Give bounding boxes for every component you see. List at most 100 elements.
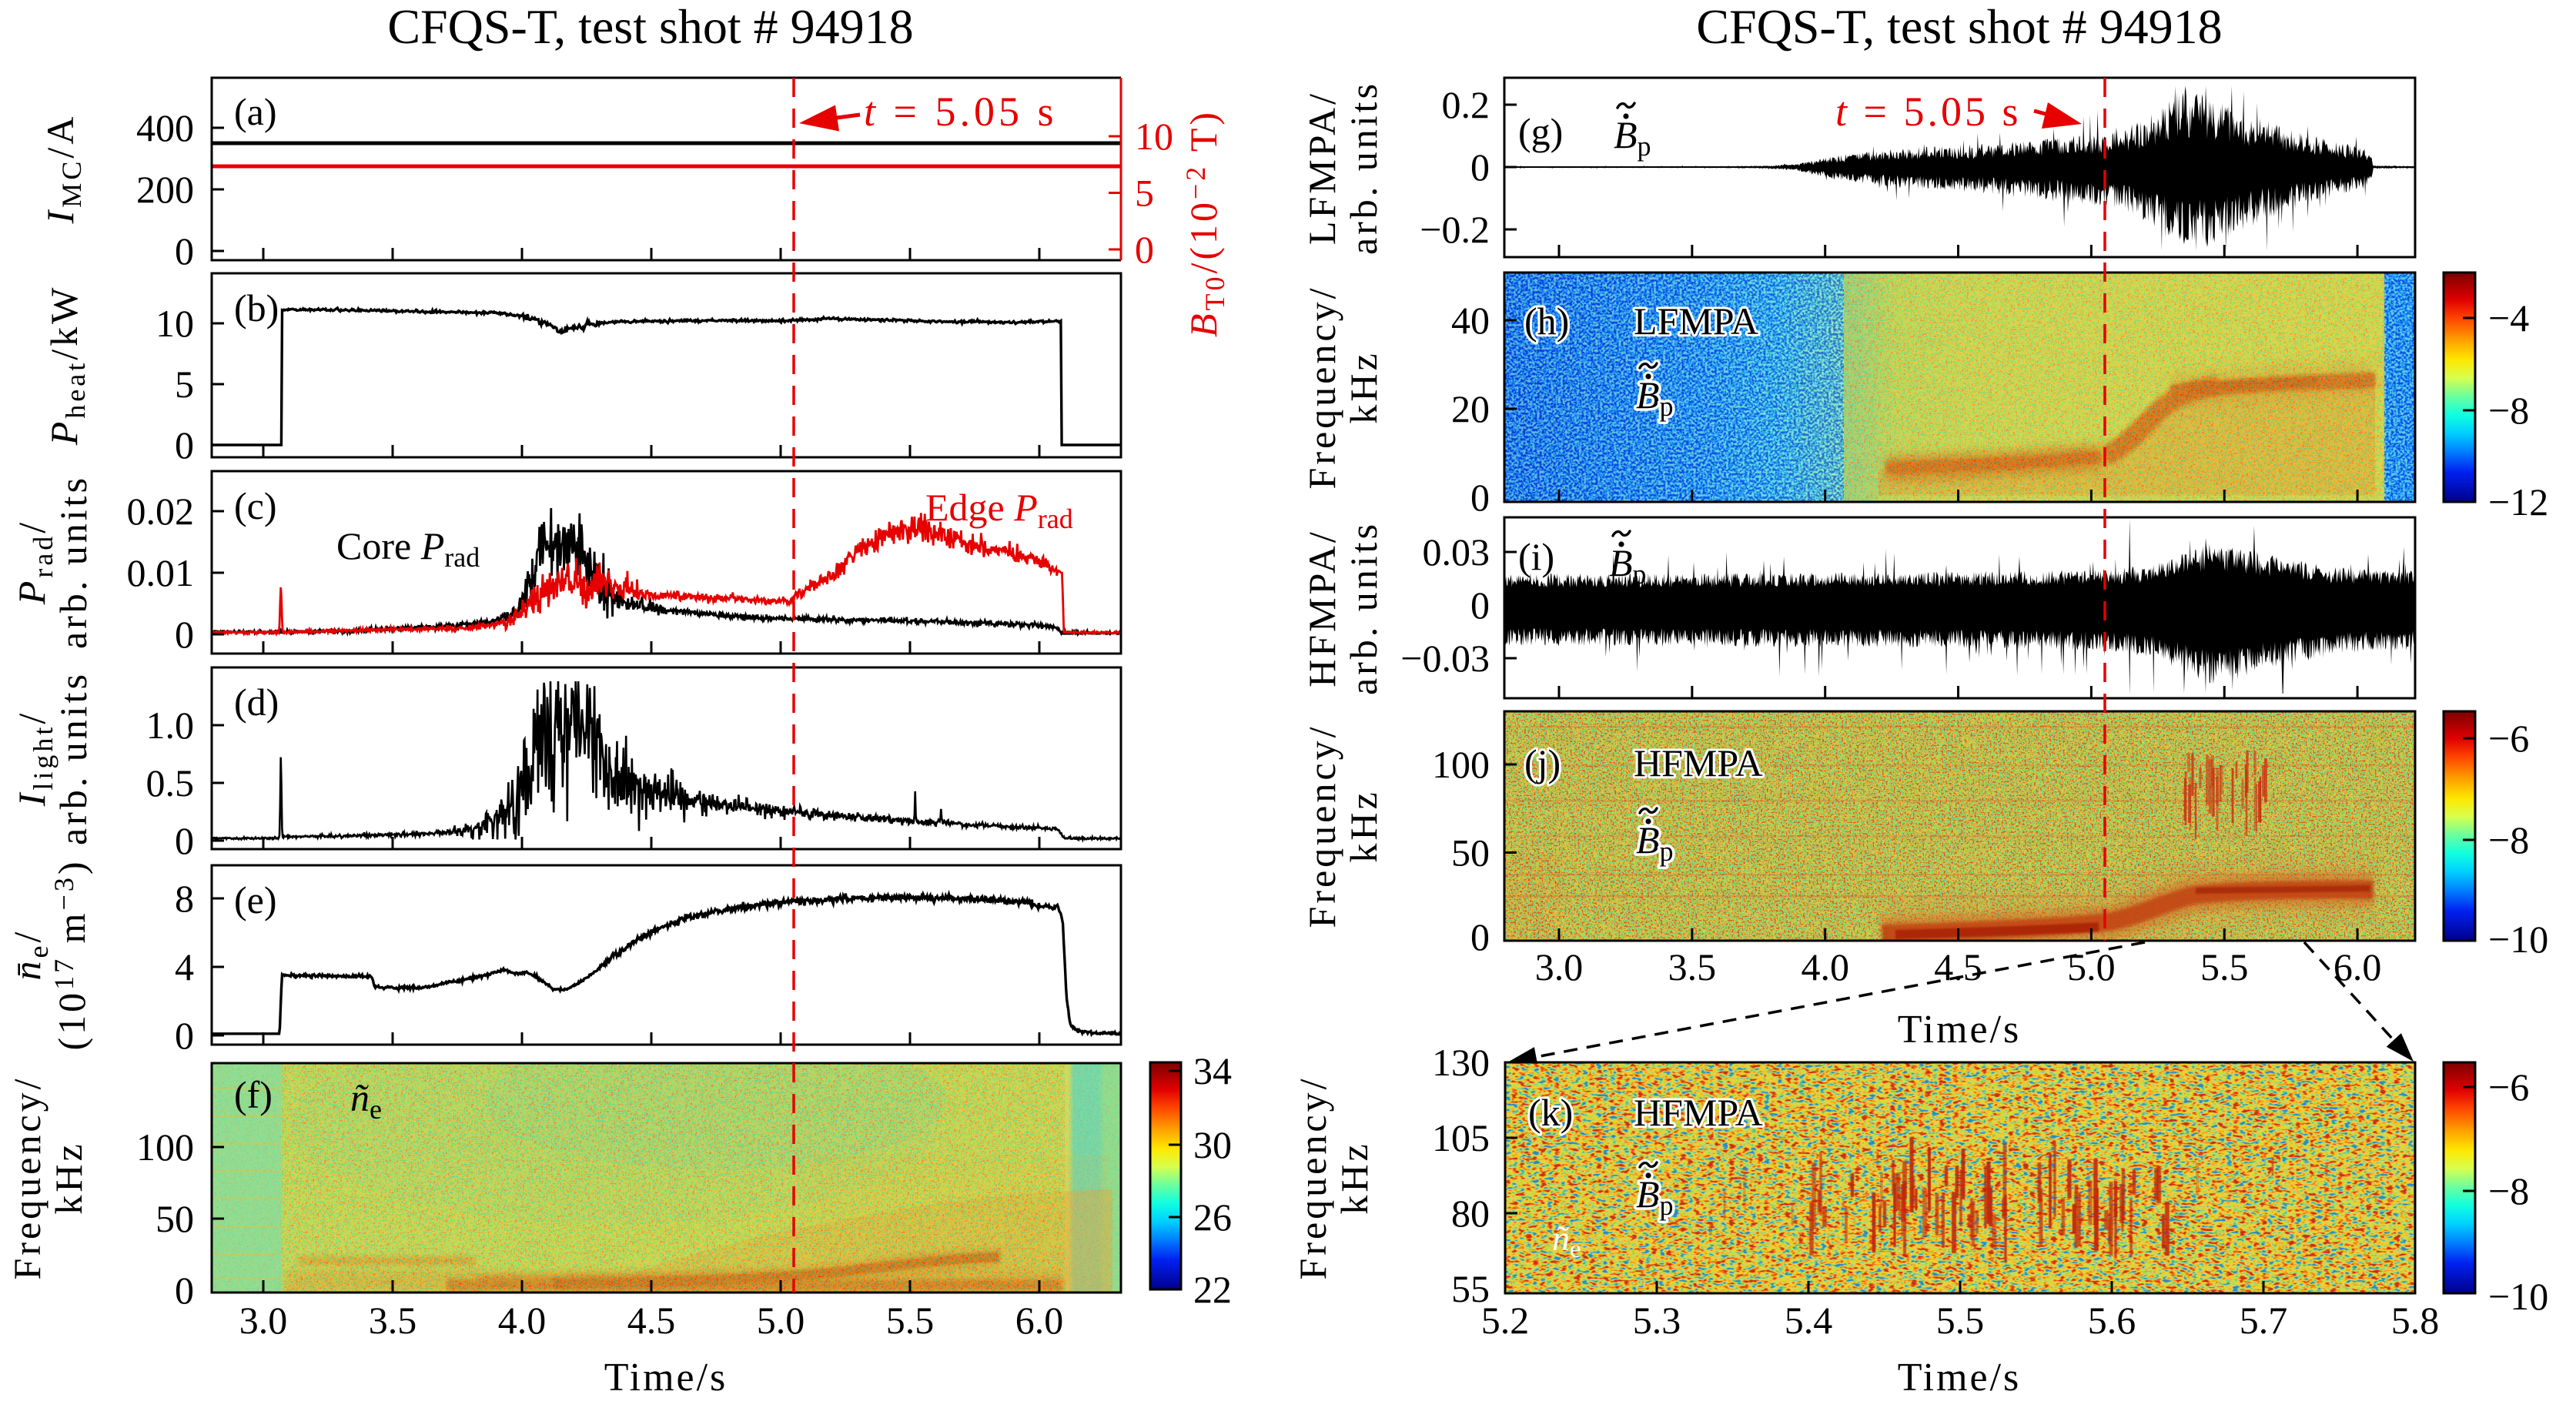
svg-text:4: 4 xyxy=(175,945,194,988)
svg-text:(a): (a) xyxy=(234,90,277,133)
svg-text:(g): (g) xyxy=(1518,110,1563,153)
svg-text:200: 200 xyxy=(136,168,194,211)
svg-text:−4: −4 xyxy=(2488,296,2529,339)
svg-text:5.5: 5.5 xyxy=(886,1299,935,1342)
svg-text:4.0: 4.0 xyxy=(1801,945,1849,988)
svg-text:(j): (j) xyxy=(1524,741,1561,784)
svg-text:Frequency/: Frequency/ xyxy=(1300,286,1343,490)
svg-text:Time/s: Time/s xyxy=(1898,1356,2022,1400)
svg-text:0.2: 0.2 xyxy=(1442,83,1490,126)
svg-text:Frequency/: Frequency/ xyxy=(1300,724,1343,928)
svg-text:5: 5 xyxy=(1135,172,1154,215)
svg-text:10: 10 xyxy=(156,302,194,345)
svg-text:50: 50 xyxy=(1451,831,1490,875)
svg-text:kHz: kHz xyxy=(1333,1141,1376,1214)
svg-text:HFMPA: HFMPA xyxy=(1634,1091,1763,1134)
svg-text:Frequency/: Frequency/ xyxy=(5,1076,49,1280)
svg-text:arb. units: arb. units xyxy=(1342,81,1385,255)
svg-text:5.5: 5.5 xyxy=(1936,1299,1985,1342)
svg-text:Time/s: Time/s xyxy=(1898,1008,2022,1052)
svg-text:0: 0 xyxy=(175,1014,194,1057)
svg-text:−12: −12 xyxy=(2488,480,2548,523)
svg-text:5.0: 5.0 xyxy=(757,1299,805,1342)
svg-text:t = 5.05 s: t = 5.05 s xyxy=(1835,89,2021,135)
svg-text:Bp: Bp xyxy=(1636,818,1674,867)
svg-text:kHz: kHz xyxy=(47,1141,90,1214)
svg-text:100: 100 xyxy=(136,1125,194,1169)
svg-text:(k): (k) xyxy=(1528,1091,1573,1134)
svg-text:0.01: 0.01 xyxy=(127,551,195,594)
svg-text:50: 50 xyxy=(156,1197,194,1240)
svg-text:arb. units: arb. units xyxy=(52,671,95,845)
svg-text:−6: −6 xyxy=(2488,717,2529,760)
svg-text:−8: −8 xyxy=(2488,389,2529,432)
svg-text:0.02: 0.02 xyxy=(127,490,195,533)
svg-text:−10: −10 xyxy=(2488,1275,2548,1318)
svg-text:100: 100 xyxy=(1432,743,1490,786)
svg-text:0: 0 xyxy=(1470,584,1490,627)
svg-text:30: 30 xyxy=(1193,1123,1232,1166)
svg-text:HFMPA: HFMPA xyxy=(1634,741,1763,784)
svg-text:HFMPA/: HFMPA/ xyxy=(1300,529,1343,687)
svg-text:(d): (d) xyxy=(234,681,279,724)
svg-text:LFMPA/: LFMPA/ xyxy=(1300,91,1343,245)
svg-text:4.0: 4.0 xyxy=(498,1299,547,1342)
svg-text:−10: −10 xyxy=(2488,918,2548,961)
svg-text:80: 80 xyxy=(1451,1192,1490,1235)
svg-text:(c): (c) xyxy=(234,484,277,527)
svg-text:0: 0 xyxy=(175,229,194,273)
svg-text:10: 10 xyxy=(1135,115,1173,158)
svg-text:CFQS-T, test shot # 94918: CFQS-T, test shot # 94918 xyxy=(387,0,913,54)
svg-text:55: 55 xyxy=(1451,1267,1490,1310)
svg-text:5.6: 5.6 xyxy=(2088,1299,2136,1342)
svg-text:20: 20 xyxy=(1451,387,1490,430)
svg-text:34: 34 xyxy=(1193,1049,1232,1092)
svg-text:0: 0 xyxy=(1135,228,1154,271)
svg-text:Prad/: Prad/ xyxy=(10,520,59,605)
svg-text:Time/s: Time/s xyxy=(604,1356,728,1400)
svg-text:0: 0 xyxy=(1470,476,1490,519)
svg-text:5.8: 5.8 xyxy=(2391,1299,2440,1342)
svg-text:400: 400 xyxy=(136,106,194,149)
svg-text:4.5: 4.5 xyxy=(627,1299,676,1342)
svg-text:0: 0 xyxy=(1470,915,1490,958)
svg-text:0: 0 xyxy=(1470,145,1490,189)
svg-text:1.0: 1.0 xyxy=(146,704,195,747)
svg-text:t = 5.05 s: t = 5.05 s xyxy=(864,89,1057,135)
svg-text:105: 105 xyxy=(1432,1116,1490,1159)
svg-text:−0.03: −0.03 xyxy=(1400,637,1490,680)
svg-text:5.3: 5.3 xyxy=(1633,1299,1681,1342)
svg-text:3.0: 3.0 xyxy=(1535,945,1584,988)
svg-text:40: 40 xyxy=(1451,299,1490,342)
svg-text:−0.2: −0.2 xyxy=(1420,208,1490,251)
svg-text:(h): (h) xyxy=(1524,299,1569,343)
svg-text:(f): (f) xyxy=(234,1073,273,1116)
svg-text:BT0/(10−2 T): BT0/(10−2 T) xyxy=(1180,109,1230,337)
svg-text:5: 5 xyxy=(175,363,194,406)
svg-text:6.0: 6.0 xyxy=(1015,1299,1064,1342)
svg-text:3.5: 3.5 xyxy=(1668,945,1717,988)
svg-text:0: 0 xyxy=(175,423,194,467)
svg-text:5.7: 5.7 xyxy=(2240,1299,2288,1342)
svg-text:arb. units: arb. units xyxy=(52,475,95,649)
svg-text:8: 8 xyxy=(175,877,194,920)
svg-text:LFMPA: LFMPA xyxy=(1634,299,1758,343)
svg-text:0: 0 xyxy=(175,1269,194,1312)
svg-text:0: 0 xyxy=(175,819,194,862)
svg-text:0.03: 0.03 xyxy=(1423,530,1490,574)
svg-text:−6: −6 xyxy=(2488,1065,2529,1109)
svg-text:(b): (b) xyxy=(234,286,279,329)
svg-text:−8: −8 xyxy=(2488,818,2529,861)
svg-text:5.5: 5.5 xyxy=(2200,945,2249,988)
svg-text:kHz: kHz xyxy=(1342,350,1385,423)
svg-text:5.4: 5.4 xyxy=(1785,1299,1833,1342)
svg-text:4.5: 4.5 xyxy=(1934,945,1982,988)
svg-text:(e): (e) xyxy=(234,878,277,921)
svg-text:CFQS-T, test shot # 94918: CFQS-T, test shot # 94918 xyxy=(1696,0,2222,54)
svg-text:n̄e/: n̄e/ xyxy=(5,929,54,981)
svg-text:Pheat/kW: Pheat/kW xyxy=(42,285,91,446)
svg-text:22: 22 xyxy=(1193,1268,1232,1311)
svg-text:kHz: kHz xyxy=(1342,789,1385,862)
svg-text:3.0: 3.0 xyxy=(239,1299,288,1342)
svg-text:IMC/A: IMC/A xyxy=(38,114,87,225)
